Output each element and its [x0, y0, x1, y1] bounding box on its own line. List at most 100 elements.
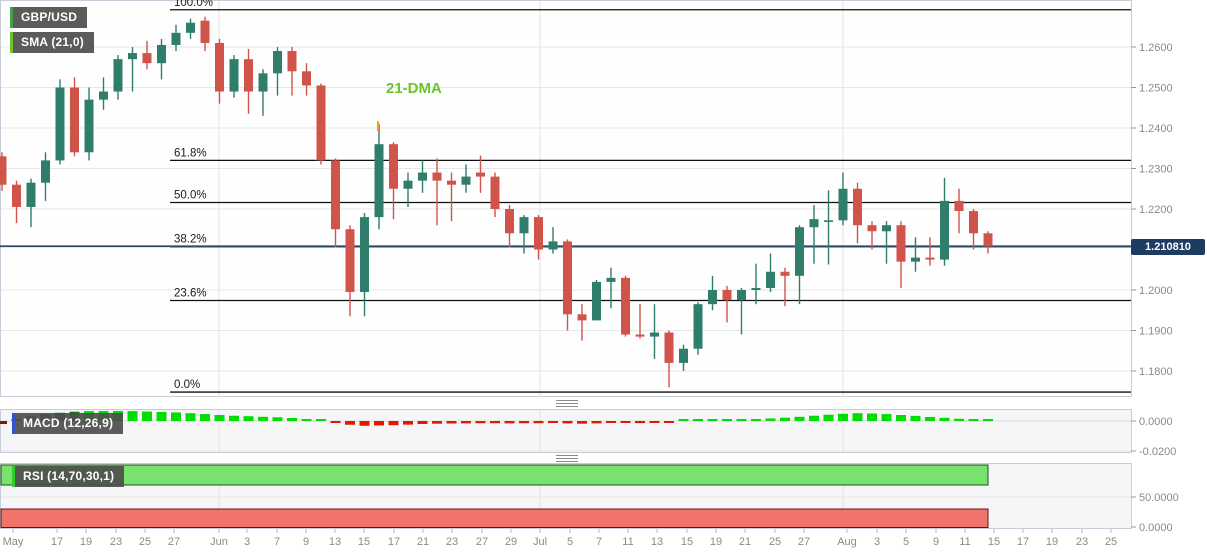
pair-accent-bar — [10, 7, 13, 28]
time-axis-tick-label: 3 — [874, 536, 880, 548]
macd-histogram-bar — [533, 421, 544, 424]
dma-annotation: 21-DMA — [386, 80, 442, 97]
rsi-bands — [0, 464, 989, 528]
sma-badge-label: SMA (21,0) — [13, 32, 94, 53]
time-axis-tick-label: 11 — [622, 536, 633, 548]
candle — [461, 176, 471, 185]
macd-histogram-bar — [968, 419, 979, 421]
candle — [664, 332, 674, 363]
macd-histogram-bar — [780, 417, 790, 421]
panel-drag-handle-icon[interactable] — [556, 400, 578, 407]
time-axis-tick-label: 27 — [476, 536, 488, 548]
macd-histogram-bar — [388, 421, 399, 426]
time-axis-tick-label: 21 — [739, 536, 751, 548]
pair-badge: GBP/USD — [10, 7, 88, 28]
candle — [142, 53, 152, 64]
candle — [302, 71, 311, 86]
time-axis-tick-label: 9 — [933, 536, 939, 548]
macd-histogram-bar — [925, 416, 935, 421]
panel-drag-handle-icon[interactable] — [556, 455, 578, 462]
time-axis-tick-label: 5 — [567, 536, 573, 548]
macd-histogram-bar — [272, 417, 283, 421]
time-axis-tick-label: 13 — [651, 536, 663, 548]
price-axis-tick-label: 1.2400 — [1139, 123, 1173, 135]
fib-level-label: 100.0% — [174, 0, 213, 9]
macd-histogram-bar — [200, 414, 210, 421]
time-axis-tick-label: 27 — [798, 536, 810, 548]
rsi-badge-label: RSI (14,70,30,1) — [15, 466, 125, 487]
candle — [737, 290, 746, 301]
candle — [708, 290, 717, 305]
time-axis-tick-label: 9 — [303, 536, 309, 548]
time-axis-tick-label: 17 — [388, 536, 400, 548]
macd-histogram-bar — [142, 411, 152, 421]
candle — [693, 304, 703, 349]
candle — [316, 85, 326, 161]
time-axis-tick-label: 5 — [903, 536, 909, 548]
candle — [563, 241, 572, 315]
macd-accent-bar — [12, 413, 15, 434]
time-axis-tick-label: 13 — [329, 536, 341, 548]
price-axis-labels: 1.2600 1.2500 1.2400 1.2300 1.2200 1.2000 1.19… — [1131, 42, 1173, 378]
macd-histogram-bar — [823, 414, 834, 421]
time-axis-tick-label: 19 — [1046, 536, 1058, 548]
time-axis-tick-label: 19 — [710, 536, 722, 548]
candle — [867, 225, 877, 232]
candle — [954, 200, 964, 212]
candle — [838, 188, 848, 221]
macd-histogram-bar — [693, 419, 703, 421]
candle — [824, 220, 833, 222]
macd-histogram-bar — [490, 421, 500, 424]
time-axis-tick-label: 3 — [244, 536, 250, 548]
macd-histogram-bar — [881, 414, 892, 421]
candle — [55, 87, 65, 161]
macd-histogram-bar — [185, 413, 196, 421]
macd-badge: MACD (12,26,9) — [12, 413, 124, 434]
macd-histogram-bar — [620, 421, 631, 423]
macd-histogram-bar — [939, 417, 950, 421]
candle — [157, 44, 166, 64]
candle — [331, 160, 340, 230]
time-axis-tick-label: 7 — [274, 536, 280, 548]
time-axis-tick-label: 15 — [358, 536, 370, 548]
macd-histogram-bar — [562, 421, 573, 424]
macd-histogram-bar — [287, 418, 297, 421]
candle — [374, 144, 384, 218]
macd-histogram-bar — [229, 415, 239, 421]
candle — [751, 287, 761, 290]
macd-histogram-bar — [504, 421, 515, 424]
macd-histogram-bar — [548, 421, 558, 423]
candle — [418, 172, 427, 181]
candle — [0, 156, 7, 185]
price-axis-tick-label: 1.1900 — [1139, 326, 1173, 338]
macd-histogram-bar — [461, 421, 471, 424]
price-axis-tick-label: 1.2000 — [1139, 285, 1173, 297]
time-axis-tick-label: 17 — [1017, 536, 1029, 548]
time-axis-labels: May 17 19 23 25 27 Jun 3 7 9 13 15 17 21 23 27 29 Jul 5 7 11… — [3, 529, 1117, 548]
sma-accent-bar — [10, 32, 13, 53]
candle — [26, 182, 36, 207]
price-axis-tick-label: 1.2500 — [1139, 83, 1173, 95]
macd-histogram-bar — [794, 416, 805, 421]
rsi-overbought-band — [0, 464, 989, 486]
candle — [345, 229, 355, 293]
macd-histogram-bar — [649, 421, 660, 423]
candle — [969, 211, 978, 234]
candle — [244, 59, 253, 92]
candle — [258, 73, 268, 92]
candle — [882, 225, 891, 232]
candle — [490, 176, 500, 209]
candle — [534, 217, 543, 250]
time-axis-tick-label: 11 — [959, 536, 970, 548]
macd-histogram-bar — [345, 421, 355, 425]
macd-histogram-bar — [635, 421, 645, 424]
macd-histogram-bar — [751, 419, 761, 421]
candle — [911, 257, 920, 262]
candle — [577, 314, 587, 321]
macd-histogram-bar — [446, 421, 457, 424]
candle — [186, 22, 195, 33]
time-axis-tick-label: Aug — [837, 536, 857, 548]
price-panel — [0, 0, 1132, 397]
candle — [273, 51, 282, 74]
